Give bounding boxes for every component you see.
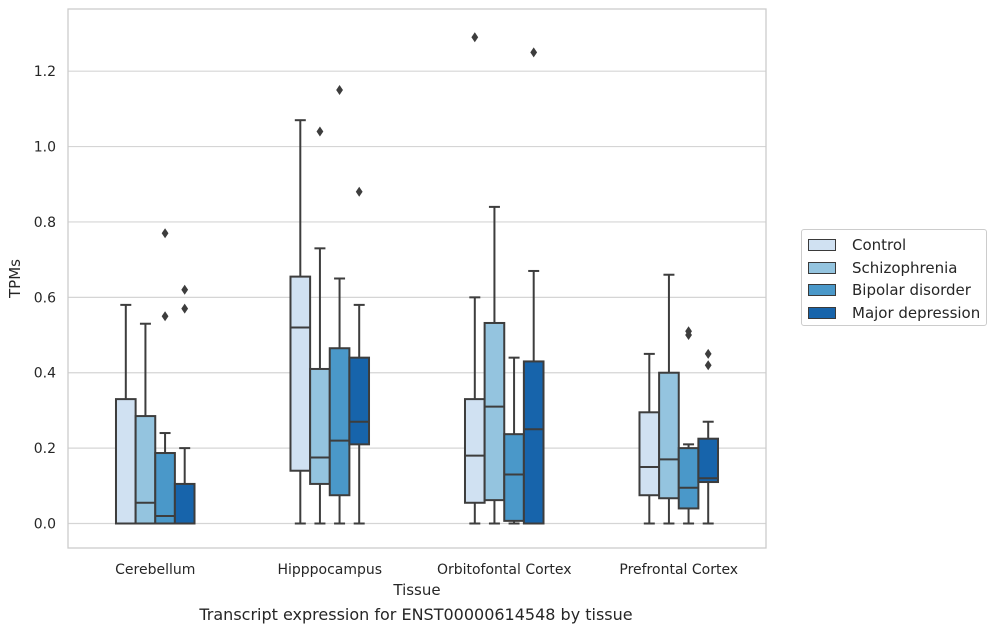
box-iqr	[463, 398, 486, 504]
legend-label: Bipolar disorder	[852, 281, 971, 299]
y-tick-label: 0.4	[34, 366, 56, 382]
outlier-point	[530, 47, 538, 58]
box-iqr	[134, 415, 157, 525]
legend-swatch	[808, 306, 836, 319]
box-2-3	[522, 47, 545, 525]
outlier-point	[704, 348, 712, 359]
x-axis-label: Tissue	[392, 581, 440, 599]
outlier-point	[471, 32, 479, 43]
box-3-1	[658, 273, 680, 525]
box-iqr	[328, 347, 351, 497]
box-2-2	[503, 356, 525, 525]
boxes	[114, 32, 720, 525]
legend-entry: Major depression	[808, 304, 980, 322]
box-iqr	[483, 321, 506, 502]
box-iqr	[348, 356, 371, 446]
box-iqr	[638, 411, 661, 497]
x-tick-label: Hipppocampus	[277, 562, 382, 578]
box-3-0	[638, 352, 661, 525]
box-1-0	[289, 119, 312, 525]
outlier-point	[181, 284, 189, 295]
box-3-3	[697, 348, 720, 525]
box-0-2	[154, 228, 176, 525]
y-tick-label: 0.8	[34, 215, 56, 231]
legend-entry: Control	[808, 236, 906, 254]
box-3-2	[677, 326, 700, 525]
box-1-1	[309, 126, 331, 525]
y-axis-label: TPMs	[6, 259, 24, 299]
x-tick-label: Prefrontal Cortex	[619, 562, 738, 578]
box-iqr	[503, 433, 525, 522]
box-iqr	[677, 447, 700, 510]
chart-caption: Transcript expression for ENST0000061454…	[199, 605, 633, 624]
box-iqr	[658, 371, 680, 500]
y-axis-ticks: 0.0 0.2 0.4 0.6 0.8 1.0 1.2	[34, 64, 56, 532]
y-tick-label: 0.6	[34, 290, 56, 306]
box-iqr	[173, 482, 196, 525]
legend-swatch	[808, 261, 836, 274]
y-tick-label: 1.2	[34, 64, 56, 80]
outlier-point	[685, 326, 692, 337]
outlier-point	[161, 311, 169, 322]
outlier-point	[704, 360, 712, 371]
x-axis-ticks: Cerebellum Hipppocampus Orbitofontal Corte…	[115, 562, 738, 578]
x-tick-label: Orbitofontal Cortex	[437, 562, 572, 578]
outlier-point	[316, 126, 324, 137]
legend-entry: Bipolar disorder	[808, 281, 971, 299]
legend-swatch	[808, 284, 836, 296]
box-1-2	[328, 85, 351, 525]
box-iqr	[114, 398, 137, 525]
legend-swatch	[808, 239, 836, 251]
box-iqr	[309, 367, 331, 485]
box-iqr	[289, 275, 312, 472]
y-tick-label: 1.0	[34, 140, 56, 156]
box-2-0	[463, 32, 486, 525]
legend-label: Schizophrenia	[852, 258, 958, 277]
legend-label: Major depression	[852, 303, 981, 322]
box-2-1	[483, 205, 506, 525]
y-tick-label: 0.0	[34, 517, 56, 533]
box-iqr	[697, 437, 720, 484]
outlier-point	[336, 85, 343, 96]
box-1-3	[348, 186, 371, 525]
box-iqr	[522, 360, 545, 525]
legend-entry: Schizophrenia	[808, 259, 957, 277]
outlier-point	[161, 228, 169, 239]
box-0-3	[173, 284, 196, 525]
box-0-0	[114, 303, 137, 525]
outlier-point	[181, 303, 189, 314]
box-0-1	[134, 322, 157, 525]
y-tick-label: 0.2	[34, 441, 56, 457]
outlier-point	[355, 186, 363, 197]
box-iqr	[154, 452, 176, 525]
x-tick-label: Cerebellum	[115, 562, 195, 578]
legend-label: Control	[852, 236, 907, 254]
legend: Control Schizophrenia Bipolar disorder Majo…	[801, 229, 987, 326]
plot-area-frame	[67, 8, 767, 549]
